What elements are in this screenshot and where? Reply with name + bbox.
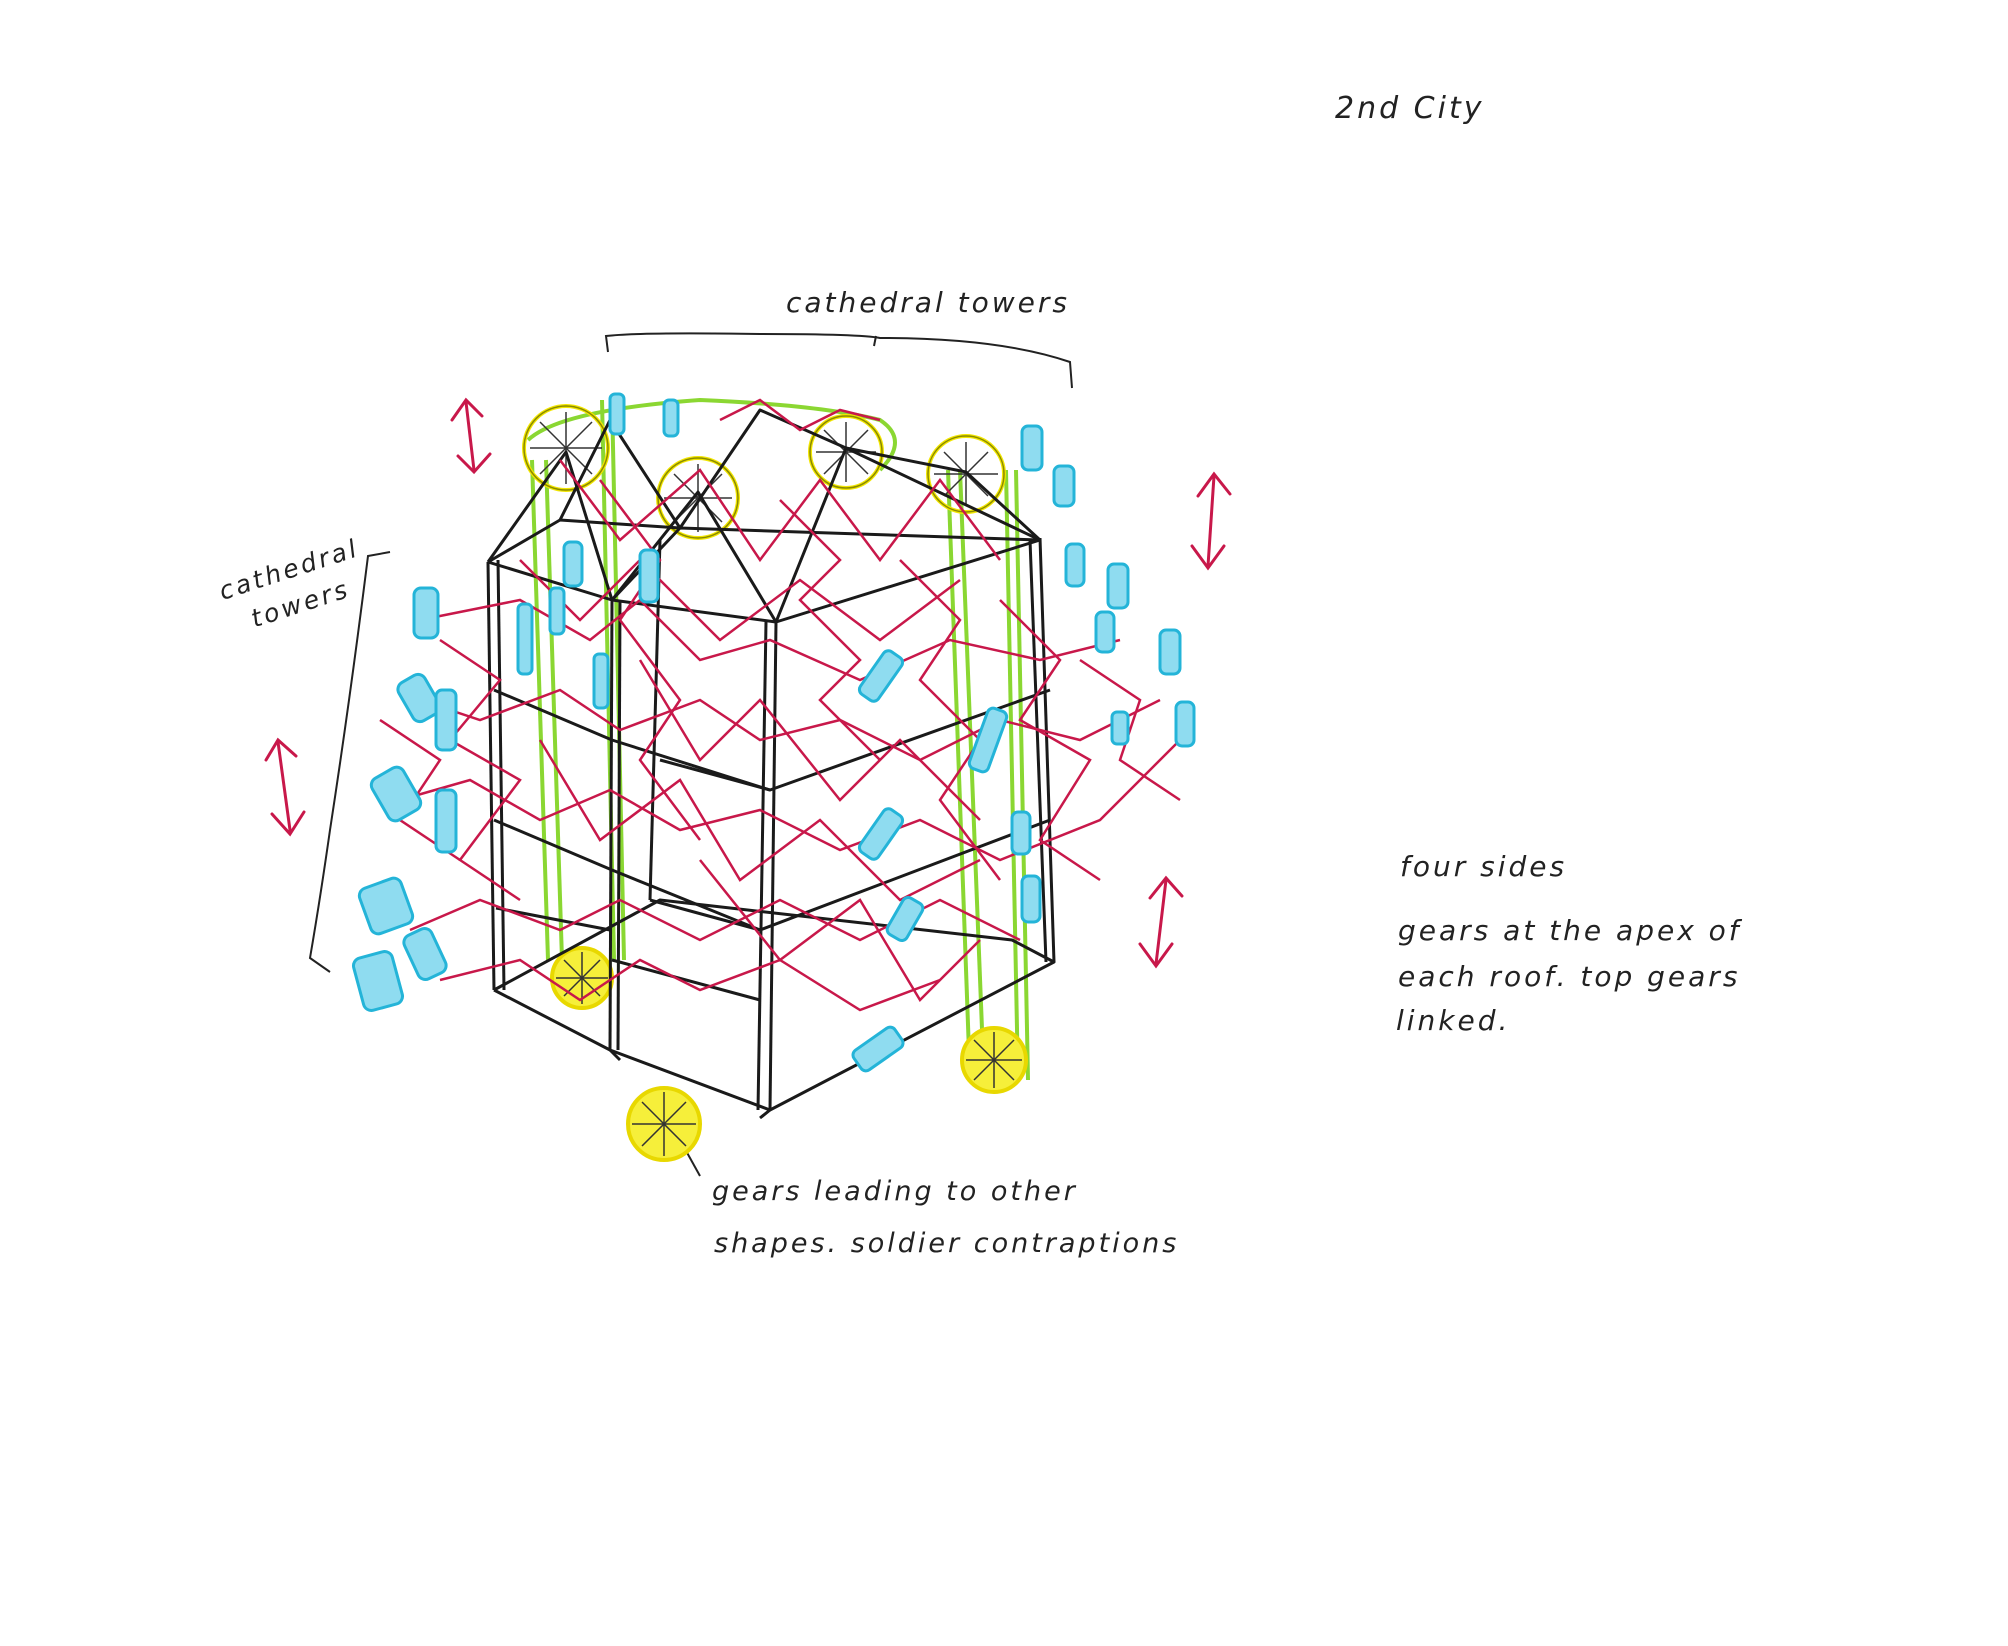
arrow-right-top: [1190, 471, 1232, 571]
soldier-piece: [1020, 874, 1042, 924]
soldier-piece: [1174, 700, 1196, 748]
soldier-piece: [1094, 610, 1116, 654]
arrow-left: [264, 737, 306, 837]
soldier-piece: [434, 788, 458, 854]
left-bracket: [308, 551, 391, 973]
soldier-piece: [592, 652, 610, 710]
right-note-line3: each roof. top gears: [1398, 960, 1740, 993]
soldier-piece: [1010, 810, 1032, 856]
soldier-piece: [1052, 464, 1076, 508]
motion-arrows: [264, 397, 1232, 969]
soldier-piece: [412, 586, 440, 640]
arrow-top-left: [450, 397, 492, 475]
soldier-piece: [857, 649, 905, 703]
soldier-piece: [885, 896, 925, 942]
soldier-piece: [357, 876, 415, 936]
soldier-piece: [608, 392, 626, 436]
title-note: 2nd City: [1335, 91, 1484, 126]
right-note-line2: gears at the apex of: [1398, 914, 1743, 947]
soldier-piece: [369, 765, 423, 823]
soldier-piece: [851, 1025, 905, 1073]
soldier-piece: [396, 672, 442, 724]
bottom-note-line2: shapes. soldier contraptions: [714, 1228, 1179, 1259]
top-gears: [522, 404, 1006, 540]
soldier-piece: [662, 398, 680, 438]
soldier-piece: [548, 586, 566, 636]
soldier-piece: [967, 706, 1009, 774]
soldier-piece: [402, 927, 448, 981]
soldier-piece: [1106, 562, 1130, 610]
soldier-piece: [562, 540, 584, 588]
top-bracket-tick: [873, 335, 877, 347]
bottom-note-line1: gears leading to other: [712, 1176, 1078, 1207]
tower-frame: [486, 408, 1056, 1120]
right-note-line1: four sides: [1400, 850, 1567, 883]
soldier-piece: [1020, 424, 1044, 472]
gear-spokes-bottom: [556, 952, 1022, 1156]
arrow-right-bottom: [1138, 875, 1184, 969]
soldier-piece: [1064, 542, 1086, 588]
top-label: cathedral towers: [786, 286, 1070, 319]
soldier-piece: [434, 688, 458, 752]
soldier-piece: [1158, 628, 1182, 676]
soldier-piece: [638, 548, 660, 604]
top-bracket: [604, 332, 1073, 389]
soldier-piece: [857, 807, 905, 861]
soldier-piece: [1110, 710, 1130, 746]
soldier-piece: [351, 950, 405, 1012]
linkage-arms: [379, 398, 1181, 1012]
soldier-piece: [516, 602, 534, 676]
right-note-line4: linked.: [1396, 1004, 1510, 1037]
soldier-pieces: [351, 392, 1196, 1073]
